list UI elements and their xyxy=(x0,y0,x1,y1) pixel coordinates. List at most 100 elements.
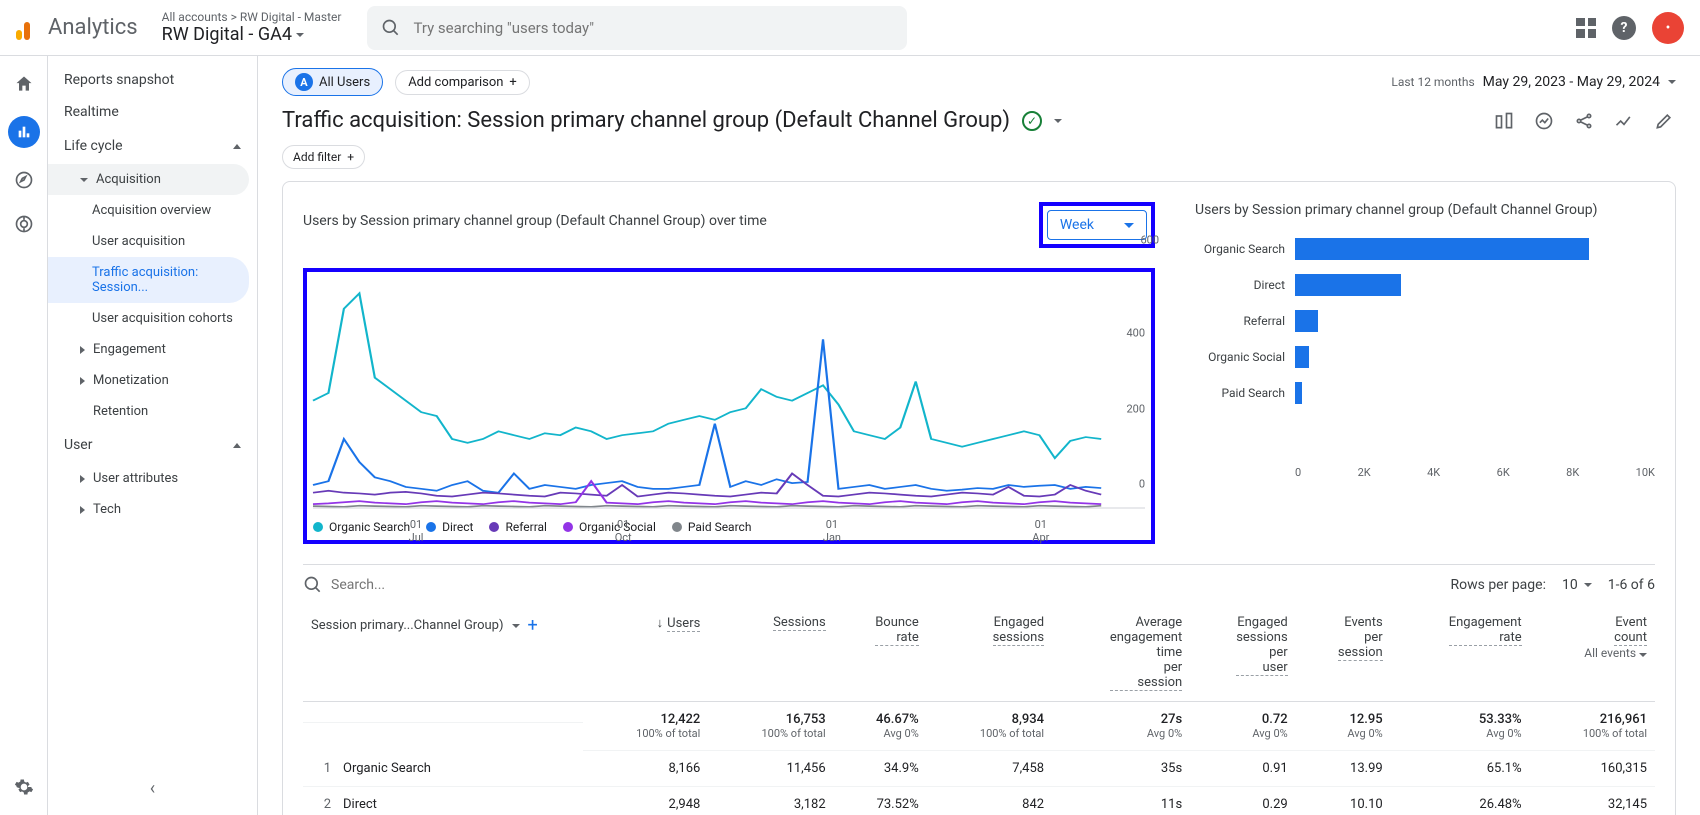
bar-row: Direct xyxy=(1195,274,1655,296)
help-icon[interactable]: ? xyxy=(1612,16,1636,40)
settings-icon[interactable] xyxy=(12,775,36,799)
sidebar-item-acq-overview[interactable]: Acquisition overview xyxy=(48,195,249,226)
insights-icon[interactable] xyxy=(1532,109,1556,133)
bar-fill xyxy=(1295,346,1309,368)
table-summary-row: 12,422100% of total16,753100% of total46… xyxy=(303,702,1655,751)
granularity-value: Week xyxy=(1060,217,1094,233)
advertising-icon[interactable] xyxy=(12,212,36,236)
column-header[interactable]: Eventspersession xyxy=(1296,605,1391,702)
chevron-up-icon xyxy=(233,443,241,448)
column-header[interactable]: Engagementrate xyxy=(1391,605,1530,702)
explore-icon[interactable] xyxy=(12,168,36,192)
property-selector[interactable]: All accounts > RW Digital - Master RW Di… xyxy=(162,10,342,45)
sidebar-section-lifecycle[interactable]: Life cycle xyxy=(48,128,257,164)
granularity-selector[interactable]: Week xyxy=(1047,210,1147,240)
chevron-down-icon xyxy=(1668,80,1676,84)
chevron-up-icon xyxy=(233,144,241,149)
column-header[interactable]: Engagedsessions xyxy=(927,605,1052,702)
table-row[interactable]: 2Direct2,9483,18273.52%84211s0.2910.1026… xyxy=(303,787,1655,815)
date-range-selector[interactable]: Last 12 months May 29, 2023 - May 29, 20… xyxy=(1391,74,1676,90)
add-filter-button[interactable]: Add filter + xyxy=(282,145,365,169)
compare-icon[interactable] xyxy=(1492,109,1516,133)
sidebar-item-user-acq[interactable]: User acquisition xyxy=(48,226,249,257)
apps-icon[interactable] xyxy=(1576,18,1596,38)
avatar[interactable]: • xyxy=(1652,12,1684,44)
segment-all-users[interactable]: A All Users xyxy=(282,68,383,96)
bar-row: Organic Search xyxy=(1195,238,1655,260)
bar-label: Paid Search xyxy=(1195,386,1285,400)
sidebar-item-acquisition[interactable]: Acquisition xyxy=(48,164,249,195)
home-icon[interactable] xyxy=(12,72,36,96)
first-col-header: Session primary...Channel Group) xyxy=(311,618,504,633)
verified-icon: ✓ xyxy=(1022,111,1042,131)
line-series xyxy=(313,293,1101,458)
rows-per-page-label: Rows per page: xyxy=(1450,577,1545,593)
collapse-sidebar-button[interactable]: ‹ xyxy=(150,778,155,799)
sidebar-item-engagement[interactable]: Engagement xyxy=(48,334,249,365)
chevron-down-icon[interactable] xyxy=(512,624,520,628)
y-tick: 600 xyxy=(1140,234,1159,247)
trend-icon[interactable] xyxy=(1612,109,1636,133)
bar-x-tick: 8K xyxy=(1566,466,1579,479)
sidebar-item-retention[interactable]: Retention xyxy=(48,396,249,427)
rows-per-page-selector[interactable]: 10 xyxy=(1562,577,1592,593)
sidebar-item-snapshot[interactable]: Reports snapshot xyxy=(48,64,257,96)
chevron-down-icon[interactable] xyxy=(1054,119,1062,123)
add-comparison-button[interactable]: Add comparison + xyxy=(395,70,530,95)
add-dimension-button[interactable]: + xyxy=(528,615,538,636)
column-header[interactable]: Averageengagementtimepersession xyxy=(1052,605,1190,702)
sidebar-item-user-attributes[interactable]: User attributes xyxy=(48,463,249,494)
sidebar-item-monetization[interactable]: Monetization xyxy=(48,365,249,396)
column-header[interactable]: EventcountAll events xyxy=(1530,605,1655,702)
chevron-down-icon xyxy=(80,178,88,182)
x-tick: 01Jul xyxy=(409,518,424,544)
column-header[interactable]: Sessions xyxy=(708,605,833,702)
logo[interactable]: Analytics xyxy=(16,15,138,40)
sidebar-item-user-cohorts[interactable]: User acquisition cohorts xyxy=(48,303,249,334)
bar-chart-title: Users by Session primary channel group (… xyxy=(1195,202,1655,218)
line-series xyxy=(313,339,1101,492)
table-search[interactable] xyxy=(303,575,531,595)
bar-x-tick: 0 xyxy=(1295,466,1301,479)
chevron-right-icon xyxy=(80,377,85,385)
column-header[interactable]: Engagedsessionsperuser xyxy=(1190,605,1296,702)
add-filter-label: Add filter xyxy=(293,150,341,164)
search-icon xyxy=(303,575,323,595)
sidebar-item-realtime[interactable]: Realtime xyxy=(48,96,257,128)
x-tick: 01Oct xyxy=(615,518,632,544)
share-icon[interactable] xyxy=(1572,109,1596,133)
edit-icon[interactable] xyxy=(1652,109,1676,133)
x-tick: 01Apr xyxy=(1032,518,1049,544)
sidebar-item-tech[interactable]: Tech xyxy=(48,494,249,525)
column-header[interactable]: ↓Users xyxy=(583,605,708,702)
date-range-label: Last 12 months xyxy=(1391,75,1474,89)
sidebar-item-label: Acquisition xyxy=(96,172,161,187)
x-tick: 01Jan xyxy=(823,518,841,544)
table-search-input[interactable] xyxy=(331,577,531,593)
bar-label: Referral xyxy=(1195,314,1285,328)
search-bar[interactable] xyxy=(367,6,907,50)
column-header[interactable]: Bouncerate xyxy=(834,605,927,702)
bar-label: Organic Search xyxy=(1195,242,1285,256)
bar-x-tick: 6K xyxy=(1497,466,1510,479)
sidebar-item-label: Retention xyxy=(93,404,148,419)
bar-x-tick: 10K xyxy=(1636,466,1655,479)
sidebar-section-label: User xyxy=(64,437,92,453)
sidebar-section-label: Life cycle xyxy=(64,138,123,154)
property-name: RW Digital - GA4 xyxy=(162,24,292,45)
chevron-right-icon xyxy=(80,506,85,514)
line-chart-highlight: 400 200 0 01Jul01Oct01Jan01Apr Organic S… xyxy=(303,268,1155,544)
table-row[interactable]: 1Organic Search8,16611,45634.9%7,45835s0… xyxy=(303,751,1655,787)
analytics-logo-icon xyxy=(16,16,40,40)
add-comparison-label: Add comparison xyxy=(408,75,503,90)
sidebar-item-traffic-acq[interactable]: Traffic acquisition: Session... xyxy=(48,257,249,303)
bar-fill xyxy=(1295,238,1589,260)
sidebar-section-user[interactable]: User xyxy=(48,427,257,463)
reports-icon[interactable] xyxy=(8,116,40,148)
search-input[interactable] xyxy=(413,19,893,37)
bar-row: Paid Search xyxy=(1195,382,1655,404)
bar-label: Direct xyxy=(1195,278,1285,292)
line-series xyxy=(313,474,1101,497)
data-table: Session primary...Channel Group) + ↓User… xyxy=(303,605,1655,815)
line-series xyxy=(313,506,1101,507)
